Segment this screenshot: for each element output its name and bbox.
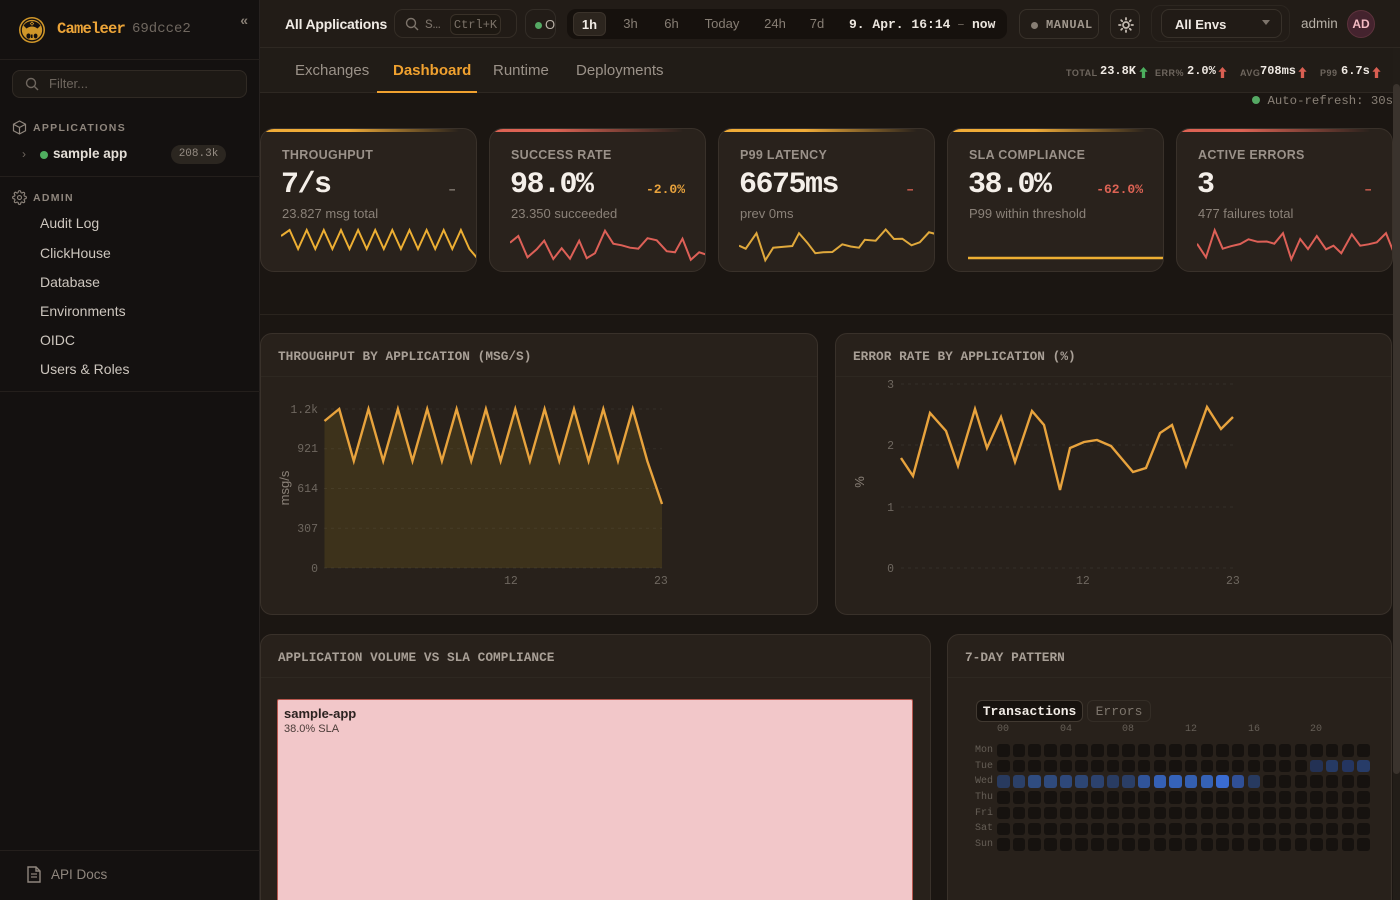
svg-text:3: 3: [887, 379, 894, 392]
svg-text:307: 307: [297, 523, 318, 536]
svg-text:23: 23: [1226, 575, 1240, 588]
svg-text:23: 23: [654, 575, 668, 588]
svg-text:%: %: [852, 476, 867, 488]
svg-text:0: 0: [887, 563, 894, 576]
svg-text:921: 921: [297, 443, 318, 456]
svg-text:msg/s: msg/s: [277, 470, 292, 505]
svg-text:1.2k: 1.2k: [290, 404, 318, 417]
svg-text:0: 0: [311, 563, 318, 576]
svg-text:12: 12: [1076, 575, 1090, 588]
svg-text:1: 1: [887, 502, 894, 515]
svg-text:2: 2: [887, 440, 894, 453]
svg-text:12: 12: [504, 575, 518, 588]
svg-text:614: 614: [297, 483, 318, 496]
